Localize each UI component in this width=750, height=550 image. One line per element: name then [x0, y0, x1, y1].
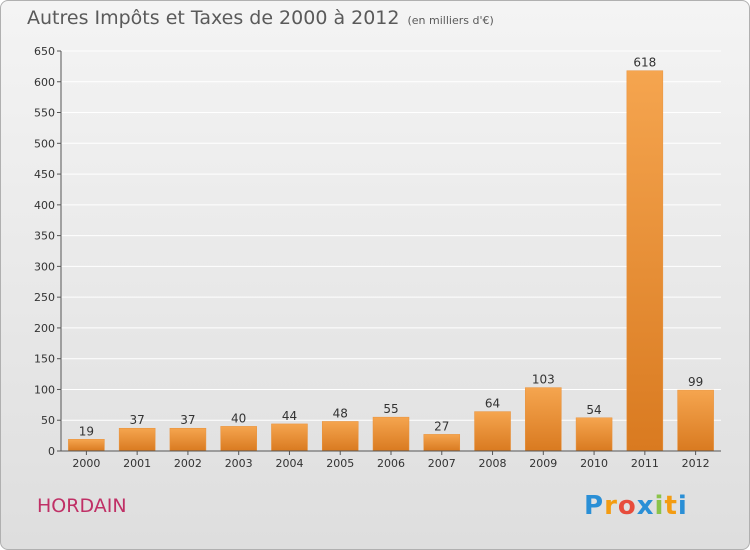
x-tick-label-2011: 2011: [631, 457, 659, 470]
value-label-2012: 99: [688, 375, 703, 389]
logo-letter: i: [654, 491, 665, 521]
bar-2001: [118, 427, 156, 452]
y-tick-label: 450: [34, 168, 55, 181]
bar-2011: [626, 70, 664, 452]
x-tick-label-2004: 2004: [275, 457, 303, 470]
y-tick-label: 550: [34, 107, 55, 120]
grid-lines: [61, 50, 721, 421]
bar-2008: [474, 411, 511, 452]
x-tick-label-2002: 2002: [174, 457, 202, 470]
value-label-2002: 37: [180, 413, 195, 427]
value-label-2009: 103: [532, 373, 555, 387]
y-tick-label: 250: [34, 291, 55, 304]
x-tick-label-2007: 2007: [428, 457, 456, 470]
town-name: HORDAIN: [37, 495, 127, 517]
x-tick-label-2012: 2012: [682, 457, 710, 470]
value-label-2010: 54: [586, 403, 601, 417]
y-tick-label: 200: [34, 322, 55, 335]
title-block: Autres Impôts et Taxes de 2000 à 2012 (en…: [27, 7, 494, 29]
logo-letter: t: [664, 491, 678, 521]
bar-2003: [220, 426, 257, 452]
proxiti-logo[interactable]: Proxiti: [584, 491, 688, 521]
logo-letter: i: [677, 491, 688, 521]
bars: [68, 70, 714, 452]
bar-2010: [575, 417, 613, 452]
x-tick-label-2001: 2001: [123, 457, 151, 470]
logo-letter: o: [617, 491, 637, 521]
y-tick-label: 0: [48, 445, 55, 458]
logo-letter: P: [584, 491, 605, 521]
value-label-2006: 55: [383, 402, 398, 416]
y-tick-label: 600: [34, 76, 55, 89]
value-label-2000: 19: [79, 424, 94, 438]
y-tick-label: 350: [34, 230, 55, 243]
x-tick-label-2000: 2000: [72, 457, 100, 470]
bar-2007: [423, 434, 461, 452]
chart-subtitle: (en milliers d'€): [407, 14, 494, 27]
x-tick-label-2008: 2008: [479, 457, 507, 470]
y-tick-label: 300: [34, 260, 55, 273]
value-labels: 19 37 37 40 44 48 55 27 64 103 54 618 99: [79, 56, 704, 439]
bar-2006: [372, 416, 410, 452]
y-tick-label: 50: [41, 414, 55, 427]
value-label-2004: 44: [282, 409, 297, 423]
bar-2004: [271, 423, 308, 452]
value-label-2003: 40: [231, 411, 246, 425]
value-label-2001: 37: [130, 413, 145, 427]
chart-title: Autres Impôts et Taxes de 2000 à 2012: [27, 7, 400, 29]
x-tick-label-2003: 2003: [225, 457, 253, 470]
bar-2009: [525, 387, 562, 452]
x-tick-label-2009: 2009: [529, 457, 557, 470]
value-label-2008: 64: [485, 397, 500, 411]
x-tick-label-2005: 2005: [326, 457, 354, 470]
bar-2005: [321, 421, 359, 452]
bar-2002: [169, 427, 207, 452]
bar-2000: [68, 439, 105, 452]
y-tick-label: 150: [34, 353, 55, 366]
bar-2012: [677, 389, 714, 452]
value-label-2011: 618: [633, 56, 656, 70]
y-tick-label: 500: [34, 137, 55, 150]
value-label-2007: 27: [434, 419, 449, 433]
x-tick-label-2006: 2006: [377, 457, 405, 470]
logo-letter: r: [604, 491, 618, 521]
y-tick-label: 650: [34, 45, 55, 58]
logo-letter: x: [636, 491, 655, 521]
value-label-2005: 48: [333, 406, 348, 420]
x-tick-label-2010: 2010: [580, 457, 608, 470]
y-tick-label: 400: [34, 199, 55, 212]
axes: 0 50 100 150 200 250 300 350 400 450 500 550 600 650 2…: [34, 45, 721, 470]
y-tick-label: 100: [34, 383, 55, 396]
